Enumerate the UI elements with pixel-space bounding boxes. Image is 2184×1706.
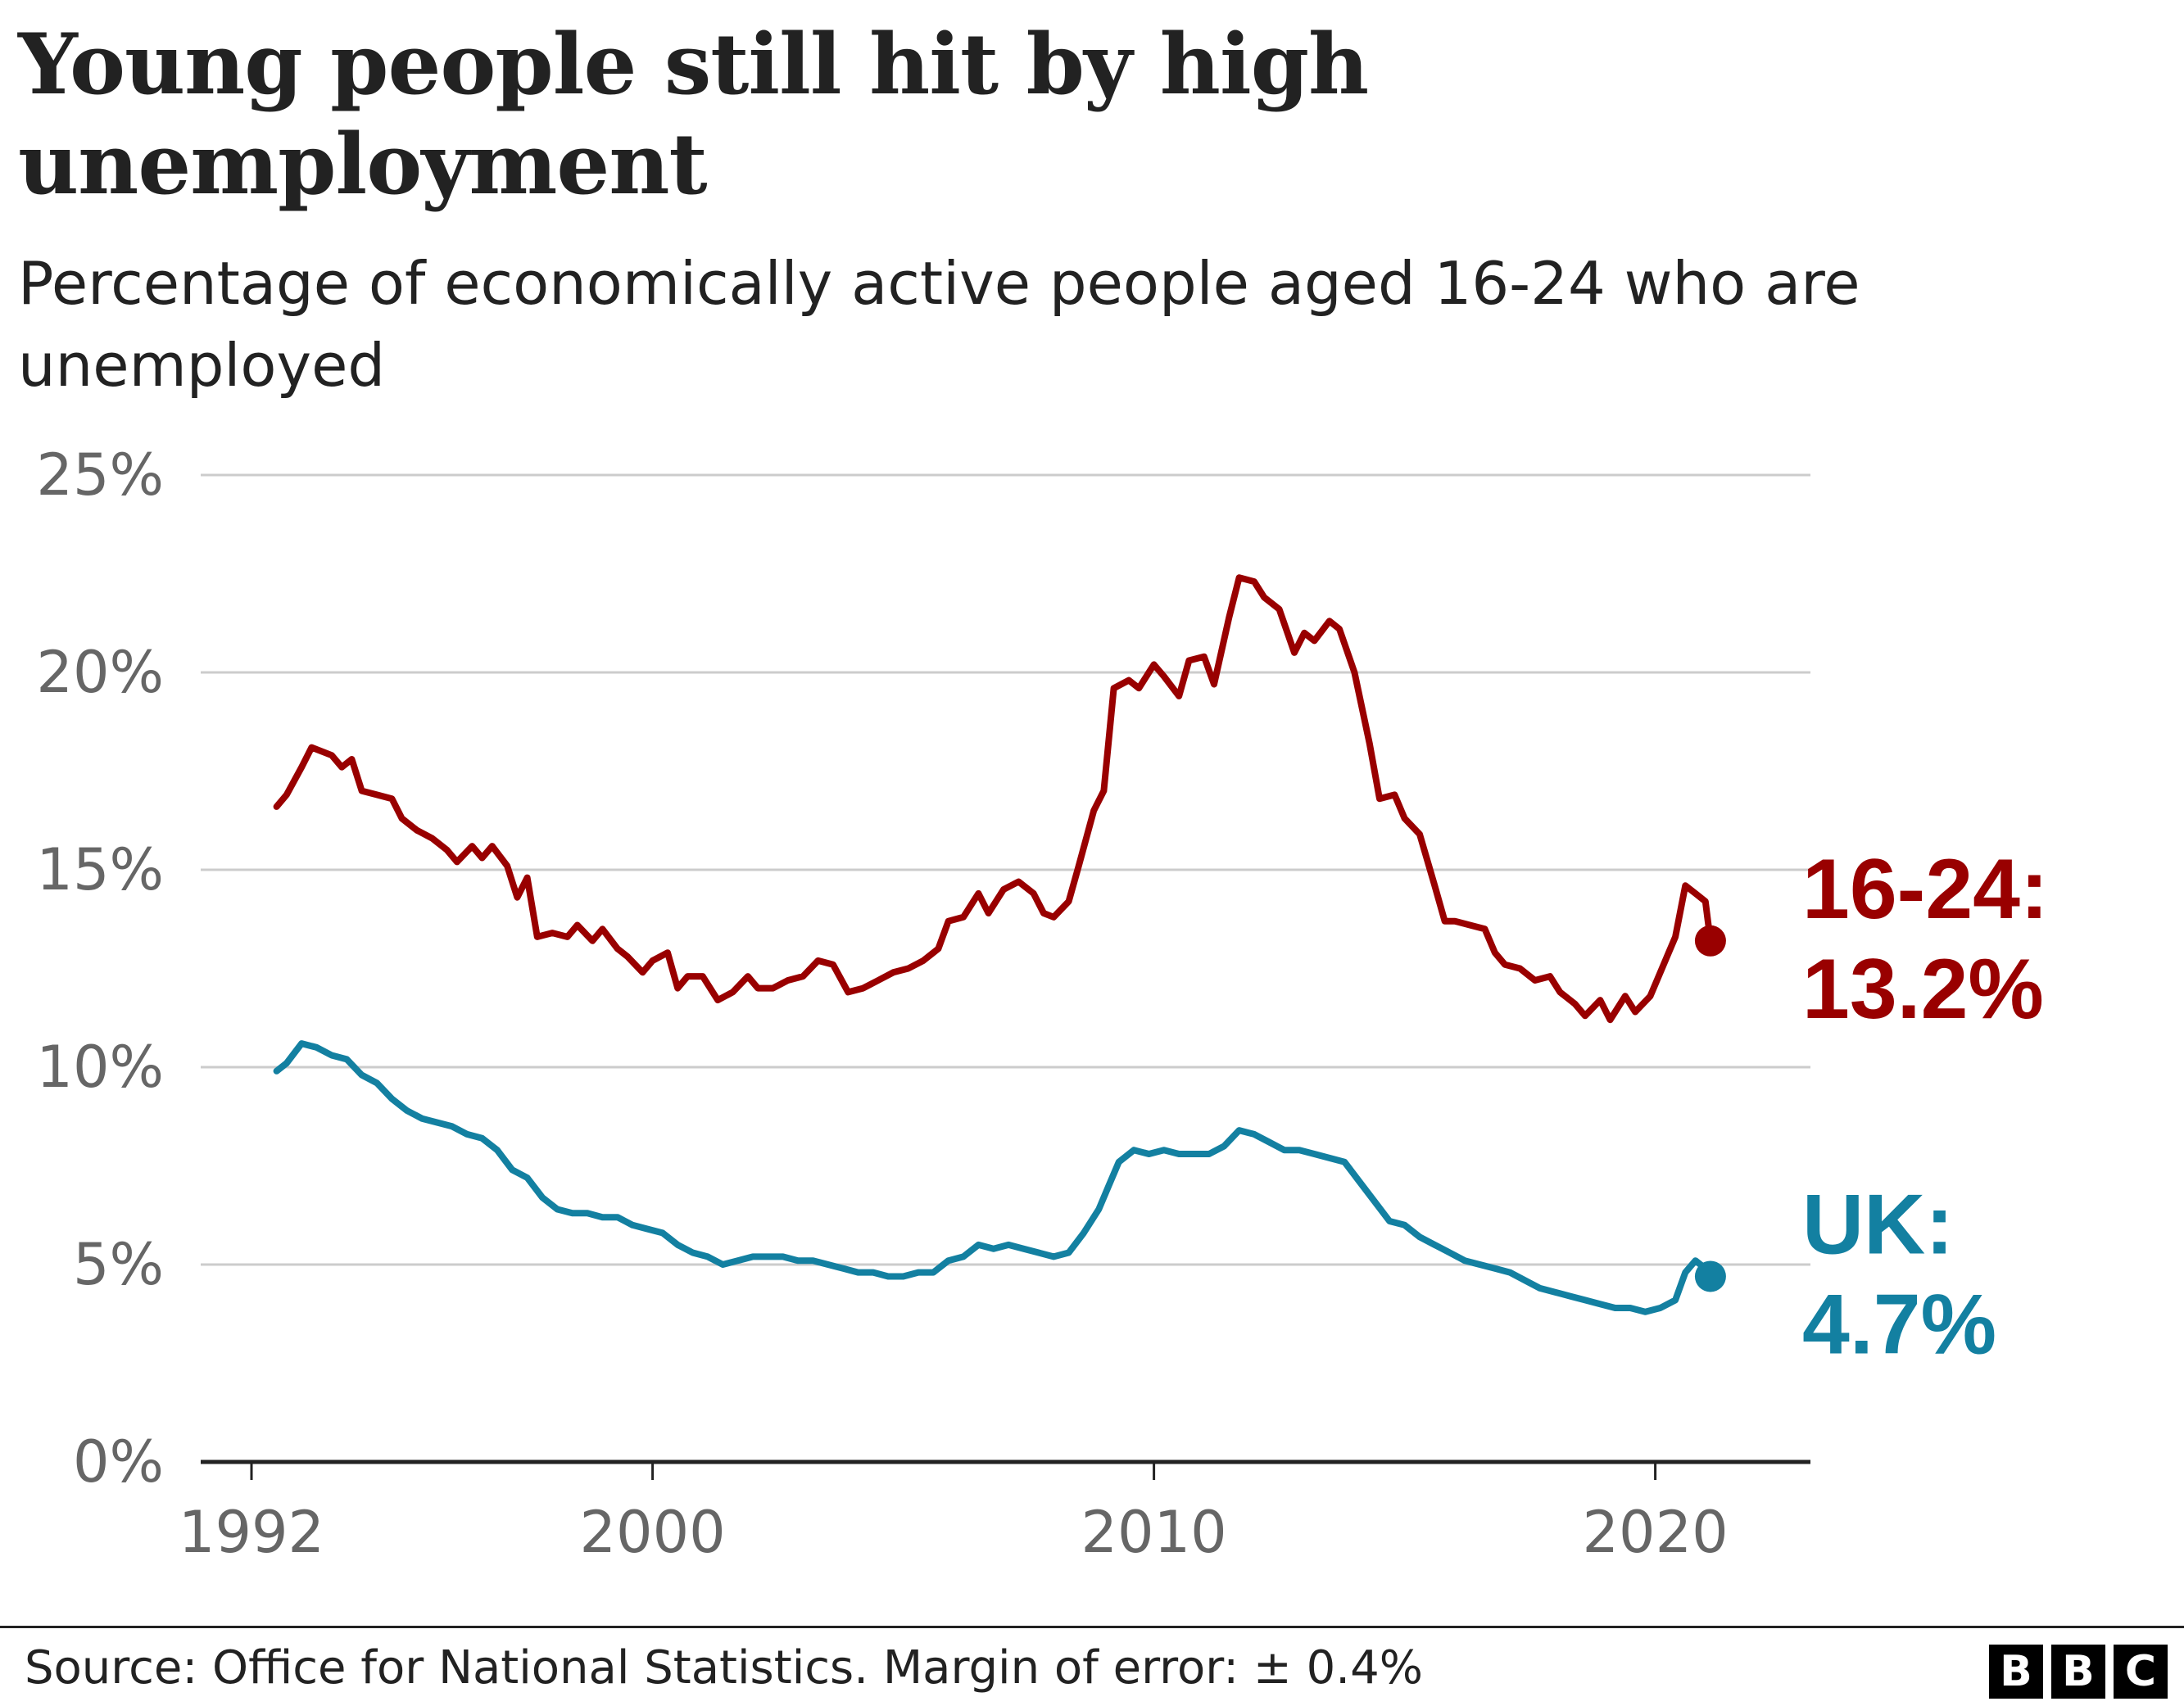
series-end-marker-youth <box>1694 925 1726 957</box>
series-line-uk <box>273 1040 1714 1315</box>
y-tick-label: 15% <box>36 836 164 903</box>
y-tick-label: 10% <box>36 1034 164 1101</box>
series-value-label-youth: 13.2% <box>1802 942 2044 1037</box>
source-note: Source: Office for National Statistics. … <box>25 1641 1423 1695</box>
line-chart: 0% 5% 10% 15% 20% 25% 1992 2000 2010 2020 16-24:1… <box>36 441 2049 1566</box>
series-end-marker-uk <box>1694 1260 1726 1292</box>
axes: 0% 5% 10% 15% 20% 25% 1992 2000 2010 2020 <box>36 441 1810 1566</box>
series-name-label-youth: 16-24: <box>1802 842 2049 937</box>
y-tick-label: 0% <box>73 1428 164 1496</box>
grid-lines <box>201 473 1810 1266</box>
bbc-logo: B B C <box>1989 1645 2168 1699</box>
series-lines <box>273 574 1726 1315</box>
series-name-label-uk: UK: <box>1802 1177 1954 1272</box>
series-line-youth <box>273 574 1714 1024</box>
footer-divider <box>0 1626 2184 1628</box>
x-tick-label: 2000 <box>580 1499 726 1566</box>
logo-letter: B <box>2051 1645 2105 1699</box>
chart-subtitle: Percentage of economically active people… <box>18 249 1860 400</box>
x-tick-label: 1992 <box>179 1499 324 1566</box>
series-value-label-uk: 4.7% <box>1802 1277 1996 1372</box>
logo-letter: B <box>1989 1645 2043 1699</box>
end-labels: 16-24:13.2% UK:4.7% <box>1802 842 2049 1373</box>
x-tick-label: 2020 <box>1583 1499 1729 1566</box>
y-tick-label: 5% <box>73 1231 164 1298</box>
y-tick-label: 25% <box>36 441 164 509</box>
chart-title: Young people still hit by high unemploym… <box>18 16 1369 214</box>
y-tick-label: 20% <box>36 639 164 706</box>
x-tick-label: 2010 <box>1081 1499 1227 1566</box>
logo-letter: C <box>2114 1645 2168 1699</box>
